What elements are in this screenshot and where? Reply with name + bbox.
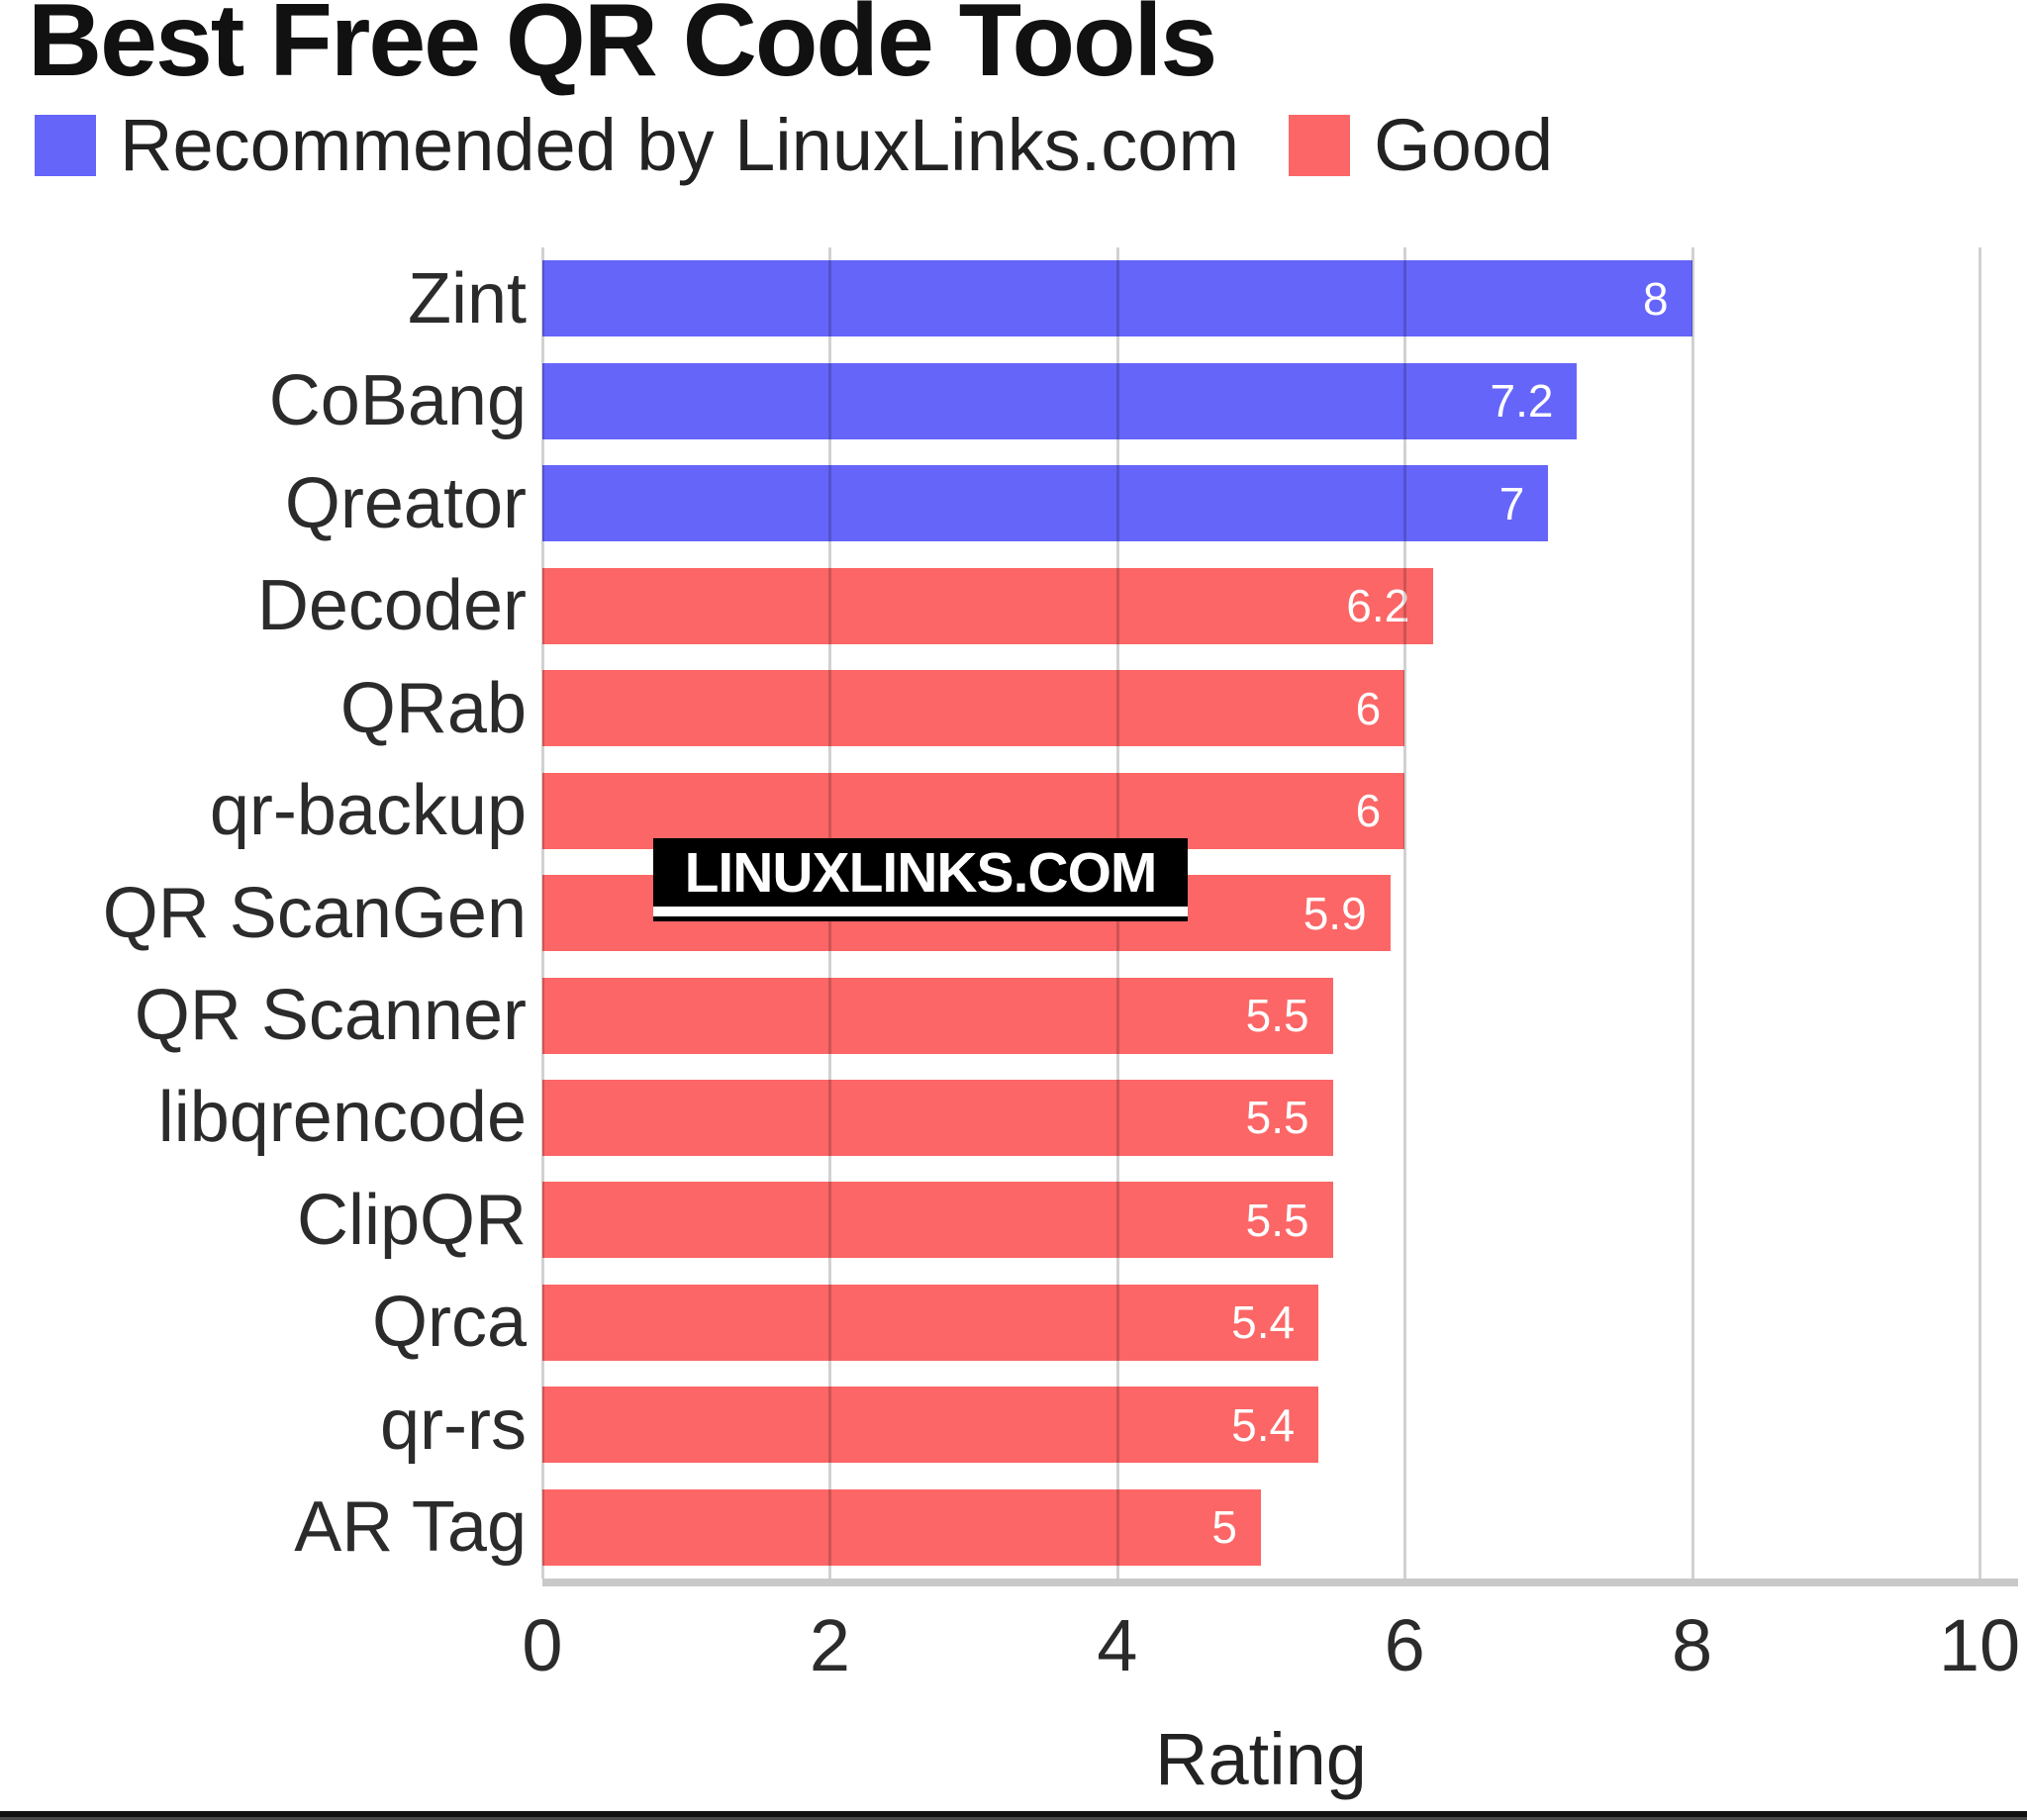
bar-good: 6 bbox=[542, 772, 1405, 849]
bar-recommended: 7 bbox=[542, 465, 1549, 542]
bar-value-label: 6 bbox=[1355, 785, 1382, 837]
bar-value-label: 8 bbox=[1643, 272, 1669, 325]
bar-value-label: 5 bbox=[1211, 1501, 1237, 1554]
x-axis-ticks: 0 2 4 6 8 10 bbox=[522, 1603, 2020, 1692]
bar-row: Qreator 7 bbox=[285, 452, 1979, 554]
bar-value-label: 5.5 bbox=[1245, 1194, 1309, 1246]
bar-value-label: 6.2 bbox=[1346, 580, 1410, 632]
plot-area: Zint 8 CoBang 7.2 Qreator 7 Decoder 6.2 QRab 6 qr-… bbox=[103, 247, 2020, 1686]
bar-row: CoBang 7.2 bbox=[269, 349, 1979, 451]
bar-good: 5.5 bbox=[542, 1182, 1333, 1259]
bar-good: 6.2 bbox=[542, 567, 1434, 644]
bar-recommended: 8 bbox=[542, 260, 1692, 337]
bar-row: Decoder 6.2 bbox=[257, 554, 1979, 656]
bar-good: 5.5 bbox=[542, 977, 1333, 1054]
bar-good: 5.4 bbox=[542, 1387, 1319, 1464]
footer-divider-shadow bbox=[0, 1817, 2027, 1820]
bar-value-label: 7.2 bbox=[1490, 375, 1554, 428]
category-label: QR ScanGen bbox=[102, 873, 527, 953]
legend-label-good: Good bbox=[1374, 104, 1554, 186]
x-tick-label: 10 bbox=[1938, 1604, 2021, 1686]
category-label: libqrencode bbox=[157, 1078, 527, 1158]
bar-value-label: 7 bbox=[1498, 477, 1525, 529]
bar-good: 5.5 bbox=[542, 1079, 1333, 1156]
gridline-8 bbox=[1690, 247, 1694, 1579]
legend: Recommended by LinuxLinks.com Good bbox=[35, 103, 1579, 187]
footer-divider bbox=[0, 1811, 2027, 1817]
bar-recommended: 7.2 bbox=[542, 362, 1578, 439]
x-tick-label: 4 bbox=[1097, 1604, 1138, 1686]
x-axis-title: Rating bbox=[1155, 1718, 1367, 1800]
legend-swatch-good bbox=[1289, 114, 1351, 176]
category-label: CoBang bbox=[268, 361, 527, 441]
watermark: LINUXLINKS.COM bbox=[653, 838, 1188, 921]
bar-value-label: 5.9 bbox=[1303, 887, 1367, 939]
bar-row: AR Tag 5 bbox=[294, 1477, 1979, 1579]
gridline-10 bbox=[1979, 247, 1981, 1579]
bar-good: 6 bbox=[542, 670, 1405, 747]
x-tick-label: 2 bbox=[809, 1604, 850, 1686]
category-label: QR Scanner bbox=[134, 976, 527, 1056]
bar-row: Zint 8 bbox=[408, 247, 1979, 349]
bar-value-label: 5.5 bbox=[1245, 990, 1309, 1042]
bar-value-label: 6 bbox=[1355, 682, 1382, 734]
bar-row: Qrca 5.4 bbox=[372, 1272, 1979, 1374]
bar-row: libqrencode 5.5 bbox=[158, 1067, 1979, 1169]
bar-row: ClipQR 5.5 bbox=[297, 1169, 1979, 1271]
x-tick-label: 0 bbox=[522, 1604, 563, 1686]
bar-row: QRab 6 bbox=[340, 657, 1979, 759]
category-label: Qrca bbox=[371, 1283, 527, 1363]
x-axis-line bbox=[542, 1579, 2018, 1586]
chart-title: Best Free QR Code Tools bbox=[28, 0, 1217, 98]
category-label: qr-rs bbox=[380, 1385, 527, 1465]
category-label: Qreator bbox=[284, 463, 527, 543]
legend-label-recommended: Recommended by LinuxLinks.com bbox=[120, 104, 1240, 186]
bar-good: 5 bbox=[542, 1488, 1261, 1566]
category-label: Zint bbox=[407, 258, 527, 338]
bar-row: QR Scanner 5.5 bbox=[135, 964, 1979, 1066]
bar-value-label: 5.4 bbox=[1231, 1398, 1296, 1451]
bar-good: 5.4 bbox=[542, 1284, 1319, 1361]
legend-swatch-recommended bbox=[35, 114, 96, 176]
category-label: QRab bbox=[339, 668, 527, 748]
bar-value-label: 5.4 bbox=[1231, 1296, 1296, 1349]
x-tick-label: 6 bbox=[1384, 1604, 1425, 1686]
category-label: AR Tag bbox=[294, 1487, 527, 1568]
category-label: Decoder bbox=[256, 566, 527, 646]
bar-row: qr-rs 5.4 bbox=[380, 1374, 1979, 1476]
bar-row: qr-backup 6 bbox=[210, 759, 1979, 861]
bar-value-label: 5.5 bbox=[1245, 1092, 1309, 1144]
category-label: qr-backup bbox=[209, 771, 527, 851]
category-label: ClipQR bbox=[296, 1180, 527, 1260]
gridline-6 bbox=[1403, 247, 1407, 1579]
gridline-0 bbox=[541, 247, 544, 1579]
x-tick-label: 8 bbox=[1672, 1604, 1713, 1686]
